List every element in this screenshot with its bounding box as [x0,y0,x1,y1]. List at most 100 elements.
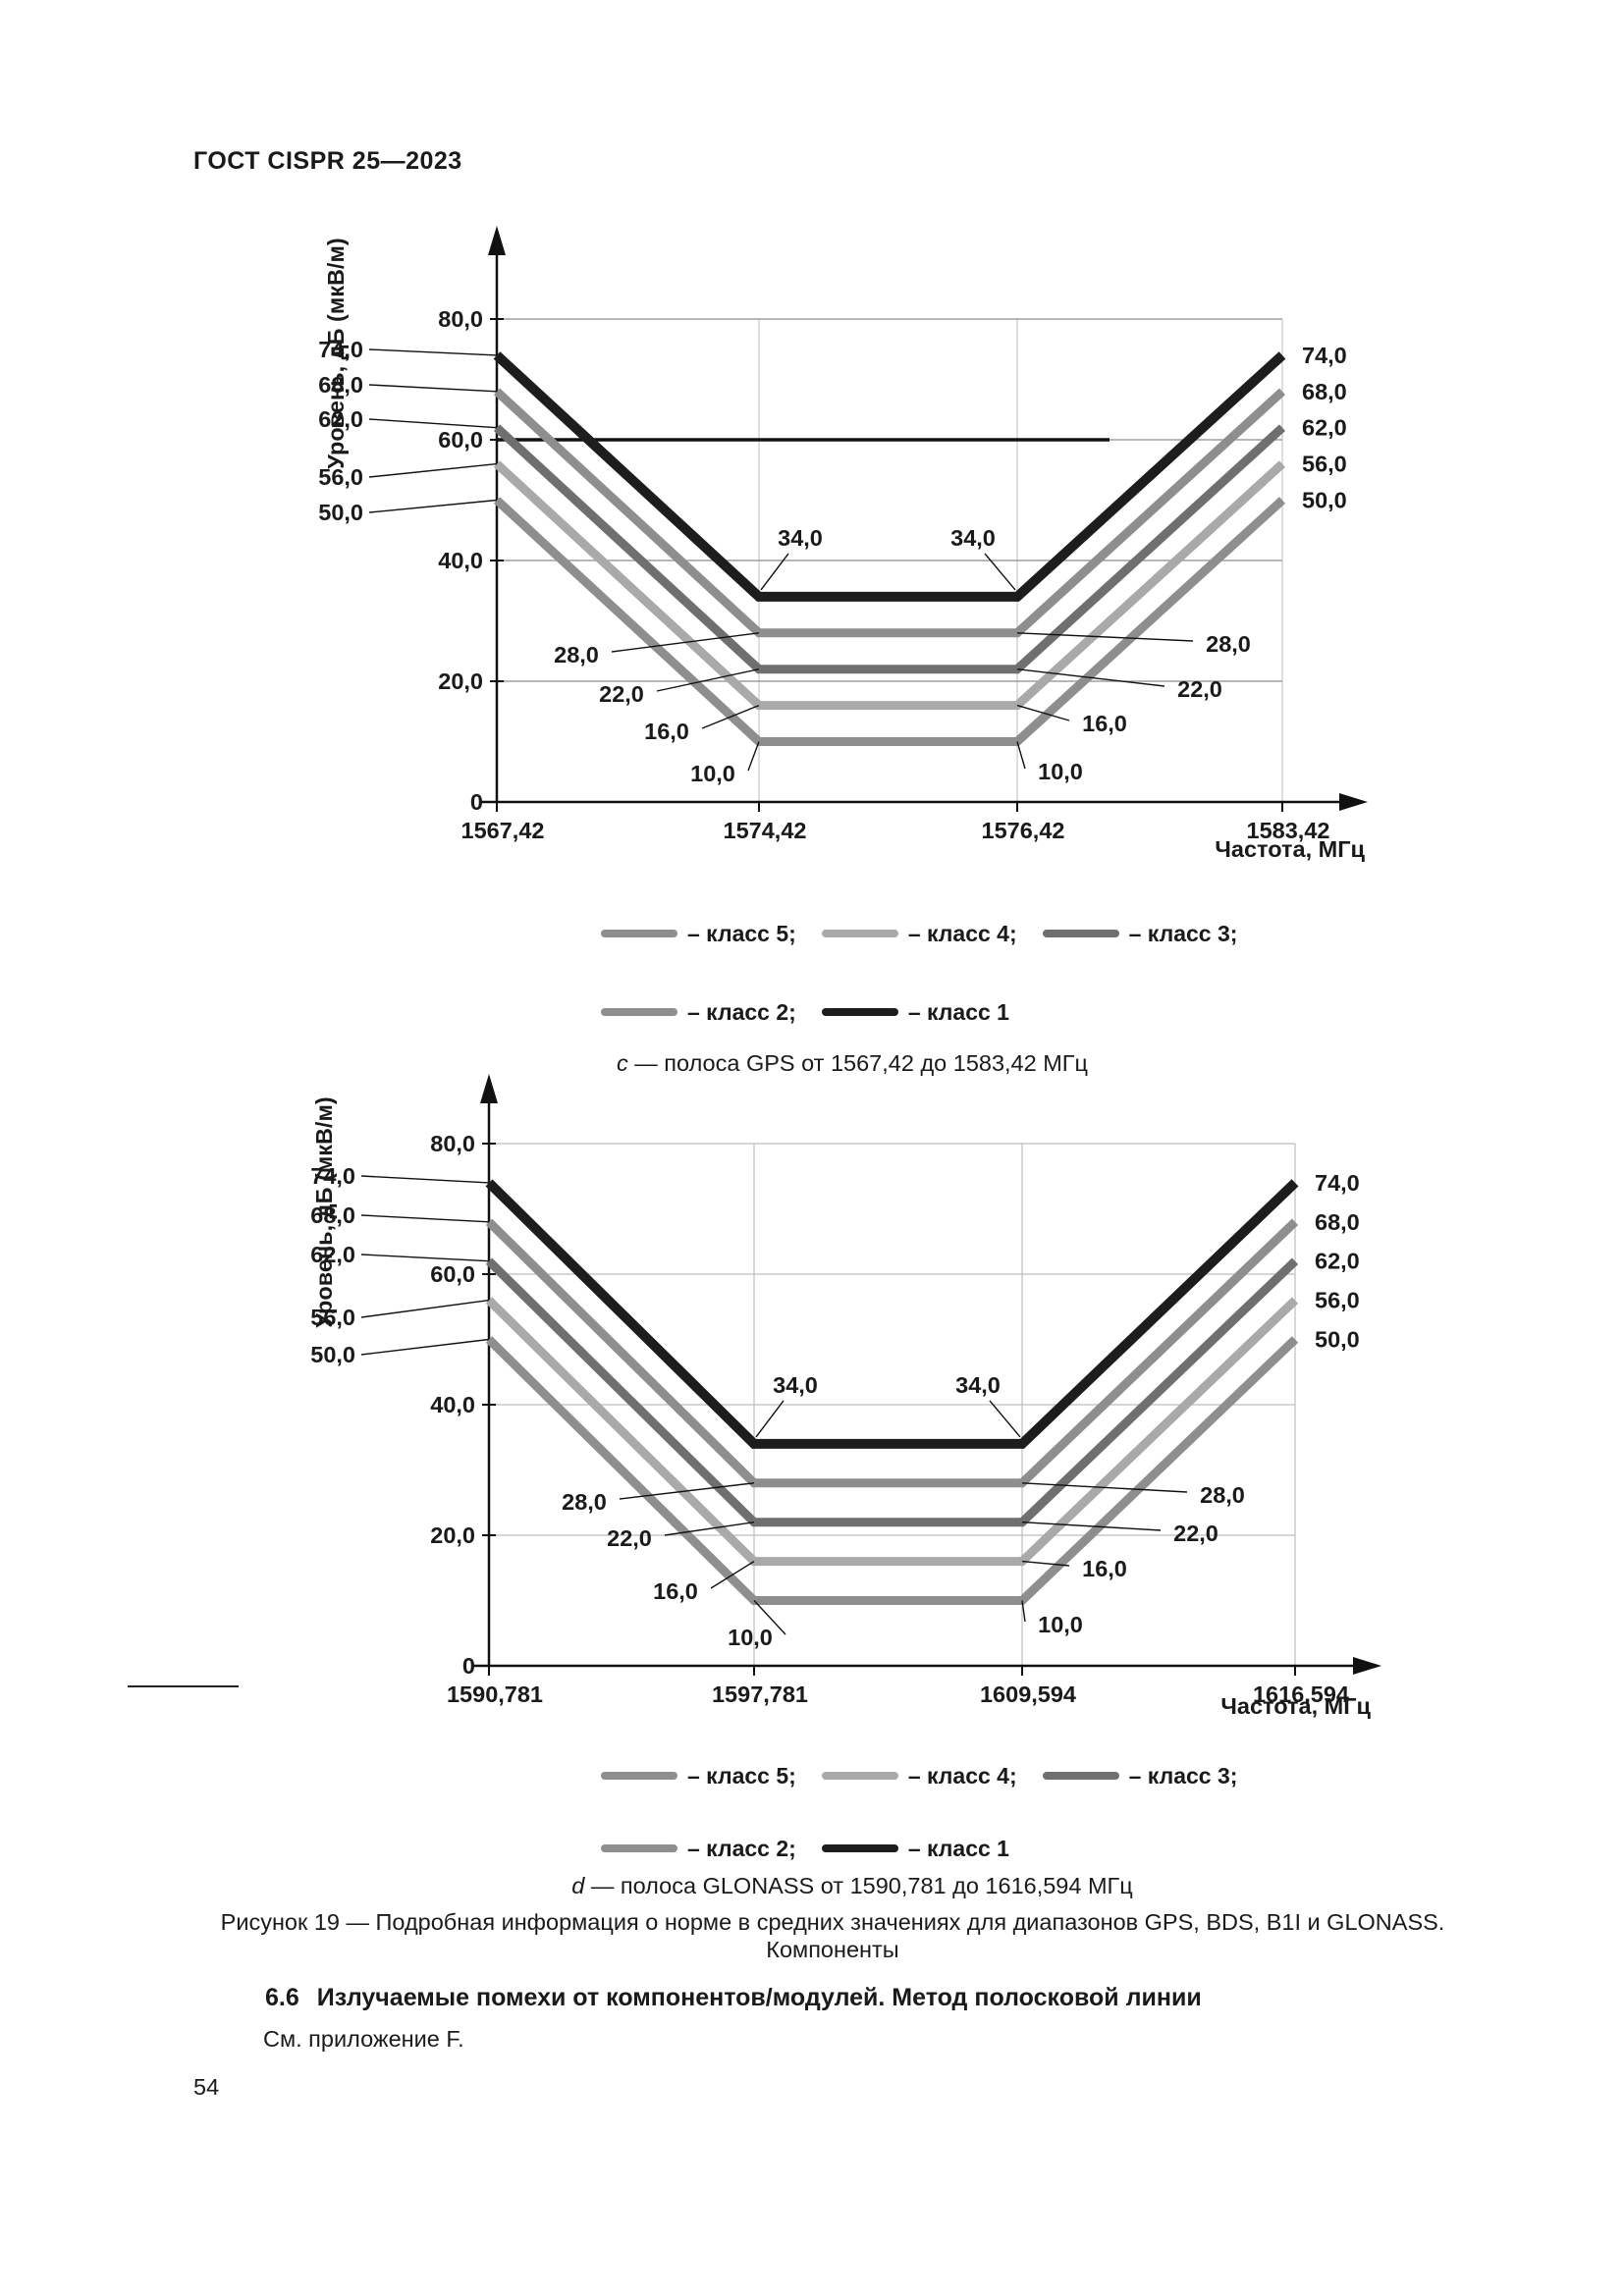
y-axis-title: Уровень, дБ (мкВ/м) [323,238,349,468]
x-tick-label: 1574,42 [724,818,807,843]
legend-swatch [601,1844,677,1852]
leader-line [989,1400,1021,1438]
leader-line [360,1299,490,1318]
leader-line [710,1561,755,1589]
series-класс-3 [493,424,1286,674]
legend-swatch [601,930,677,937]
value-label-right: 62,0 [1302,415,1347,441]
legend-item-label: – класс 2; [687,998,796,1025]
leader-line [368,462,498,478]
subfigure-letter-c: c [616,1050,628,1076]
value-label-inner: 10,0 [1038,759,1083,784]
y-tick-label: 80,0 [430,1131,475,1156]
x-axis-title: Частота, МГц [1220,1693,1371,1719]
leader-line [360,1175,490,1184]
leader-line [1021,1560,1070,1567]
x-tick-label: 1590,781 [447,1682,543,1707]
section-number: 6.6 [265,1984,299,2011]
leader-line [619,1482,755,1500]
value-label-left: 50,0 [318,500,363,525]
value-label-right: 68,0 [1315,1209,1360,1235]
leader-line [368,384,498,393]
legend-item-label: – класс 2; [687,1835,796,1861]
subfigure-caption-c: c — полоса GPS от 1567,42 до 1583,42 МГц [157,1050,1547,1077]
y-tick-label: 60,0 [438,427,483,453]
legend-item-label: – класс 3; [1128,1762,1238,1789]
value-label-left: 74,0 [318,337,363,362]
legend-swatch [821,1008,898,1016]
legend-row-1-glonass: – класс 5; – класс 4; – класс 3; [601,1761,1263,1790]
leader-line [368,348,498,356]
subfigure-letter-d: d [571,1873,585,1898]
value-label-left: 68,0 [310,1202,355,1228]
value-label-inner: 34,0 [955,1372,1001,1398]
legend-swatch [821,1772,898,1780]
legend-item-label: – класс 5; [687,1762,796,1789]
leader-line [664,1522,755,1536]
y-tick-label: 40,0 [430,1392,475,1417]
value-label-left: 50,0 [310,1342,355,1367]
margin-rule [128,1685,239,1687]
y-axis-arrow-icon [480,1074,498,1103]
value-label-left: 56,0 [310,1305,355,1330]
section-title: Излучаемые помехи от компонентов/модулей… [316,1984,1202,2011]
value-label-right: 50,0 [1302,488,1347,513]
leader-line [1021,1600,1026,1623]
y-tick-label: 0 [470,789,483,815]
legend-swatch [821,930,898,937]
value-label-left: 62,0 [318,406,363,432]
x-axis-arrow-icon [1353,1657,1381,1675]
legend-item-label: – класс 5; [687,920,796,946]
value-label-inner: 28,0 [1206,631,1251,657]
x-tick-label: 1597,781 [712,1682,808,1707]
x-axis-arrow-icon [1339,793,1368,811]
value-label-inner: 28,0 [1200,1482,1245,1508]
x-tick-label: 1576,42 [982,818,1065,843]
y-tick-label: 0 [462,1653,475,1679]
x-axis-title: Частота, МГц [1215,836,1365,862]
value-label-inner: 16,0 [1082,711,1127,736]
value-label-left: 74,0 [310,1163,355,1189]
subfigure-text-c: — полоса GPS от 1567,42 до 1583,42 МГц [627,1050,1088,1076]
value-label-inner: 28,0 [562,1489,607,1515]
legend-item-label: – класс 4; [907,1762,1017,1789]
section-heading: 6.6 Излучаемые помехи от компонентов/моду… [265,1984,1202,2012]
value-label-inner: 10,0 [690,761,735,786]
value-label-inner: 16,0 [653,1578,698,1604]
legend-swatch [1042,1772,1119,1780]
section-body-text: См. приложение F. [263,2026,464,2052]
y-tick-label: 20,0 [430,1522,475,1548]
value-label-inner: 28,0 [554,642,599,667]
legend-item-label: – класс 1 [907,1835,1009,1861]
series-класс-4 [485,1297,1299,1567]
glonass-limits-chart: 80,0 60,0 40,0 20,0 0 1590,781 1597,781 1609,59… [310,1074,1381,1719]
value-label-inner: 34,0 [778,525,823,551]
value-label-right: 62,0 [1315,1249,1360,1274]
series-класс-5 [493,497,1286,746]
value-label-inner: 16,0 [1082,1556,1127,1581]
value-label-inner: 22,0 [599,681,644,707]
leader-line [701,704,760,729]
y-axis-title: Уровень, дБ (мкВ/м) [311,1096,337,1327]
leader-line [1021,1522,1162,1531]
leader-line [368,418,498,429]
y-tick-label: 60,0 [430,1261,475,1287]
legend-row-2-gps: – класс 2; – класс 1 [601,997,1035,1027]
leader-line [360,1254,490,1262]
legend-item-label: – класс 3; [1128,920,1238,946]
legend-swatch [1042,930,1119,937]
legend-row-1-gps: – класс 5; – класс 4; – класс 3; [601,919,1263,948]
legend-row-2-glonass: – класс 2; – класс 1 [601,1834,1035,1863]
value-label-right: 74,0 [1315,1170,1360,1196]
value-label-inner: 10,0 [1038,1612,1083,1637]
value-label-inner: 22,0 [1173,1521,1218,1546]
value-label-right: 50,0 [1315,1327,1360,1353]
leader-line [611,632,760,653]
series-класс-2 [485,1218,1299,1488]
value-label-left: 62,0 [310,1242,355,1267]
x-tick-label: 1567,42 [461,818,545,843]
figure-caption-line2: Компоненты [766,1937,899,1962]
y-tick-label: 80,0 [438,306,483,332]
